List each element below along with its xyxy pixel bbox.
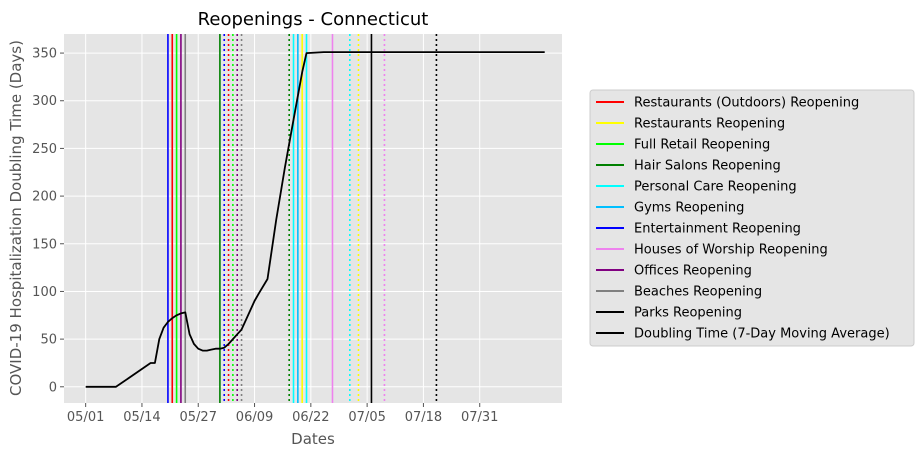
- plot-area: [64, 34, 562, 403]
- series-layer: [85, 51, 545, 388]
- legend-label: Gyms Reopening: [634, 201, 744, 216]
- y-tick-label: 150: [32, 237, 57, 252]
- x-tick-label: 07/05: [348, 410, 385, 425]
- doubling-time-line: [85, 51, 545, 388]
- y-tick-label: 250: [32, 142, 57, 157]
- x-axis-label: Dates: [291, 430, 335, 448]
- legend-label: Restaurants (Outdoors) Reopening: [634, 96, 859, 111]
- y-tick-label: 50: [40, 333, 57, 348]
- y-tick-label: 300: [32, 94, 57, 109]
- legend-label: Restaurants Reopening: [634, 117, 785, 132]
- y-axis-label: COVID-19 Hospitalization Doubling Time (…: [7, 40, 25, 396]
- x-tick-label: 05/27: [180, 410, 217, 425]
- legend-label: Beaches Reopening: [634, 285, 762, 300]
- x-tick-label: 06/22: [292, 410, 329, 425]
- legend-label: Doubling Time (7-Day Moving Average): [634, 327, 890, 342]
- y-tick-label: 0: [49, 380, 57, 395]
- legend-label: Houses of Worship Reopening: [634, 243, 828, 258]
- x-tick-label: 07/31: [461, 410, 498, 425]
- grid: [64, 34, 562, 403]
- y-tick-label: 200: [32, 190, 57, 205]
- x-tick-label: 06/09: [236, 410, 273, 425]
- legend-label: Entertainment Reopening: [634, 222, 801, 237]
- legend-label: Personal Care Reopening: [634, 180, 797, 195]
- x-tick-label: 05/01: [67, 410, 104, 425]
- legend-label: Parks Reopening: [634, 306, 742, 321]
- reopening-lines: [167, 34, 438, 403]
- x-tick-label: 07/18: [405, 410, 442, 425]
- y-axis-ticks: 0 50 100 150 200 250 300 350: [32, 47, 64, 395]
- x-tick-label: 05/14: [123, 410, 160, 425]
- y-tick-label: 350: [32, 47, 57, 62]
- legend-label: Offices Reopening: [634, 264, 752, 279]
- legend-box: [589, 89, 915, 347]
- legend: Restaurants (Outdoors) Reopening Restaura…: [589, 89, 915, 347]
- legend-label: Full Retail Reopening: [634, 138, 770, 153]
- y-tick-label: 100: [32, 285, 57, 300]
- chart-title: Reopenings - Connecticut: [198, 9, 429, 30]
- legend-items: Restaurants (Outdoors) Reopening Restaura…: [596, 96, 890, 342]
- x-axis-ticks: 05/01 05/14 05/27 06/09 06/22 07/05 07/18 07/31: [67, 403, 498, 425]
- legend-label: Hair Salons Reopening: [634, 159, 781, 174]
